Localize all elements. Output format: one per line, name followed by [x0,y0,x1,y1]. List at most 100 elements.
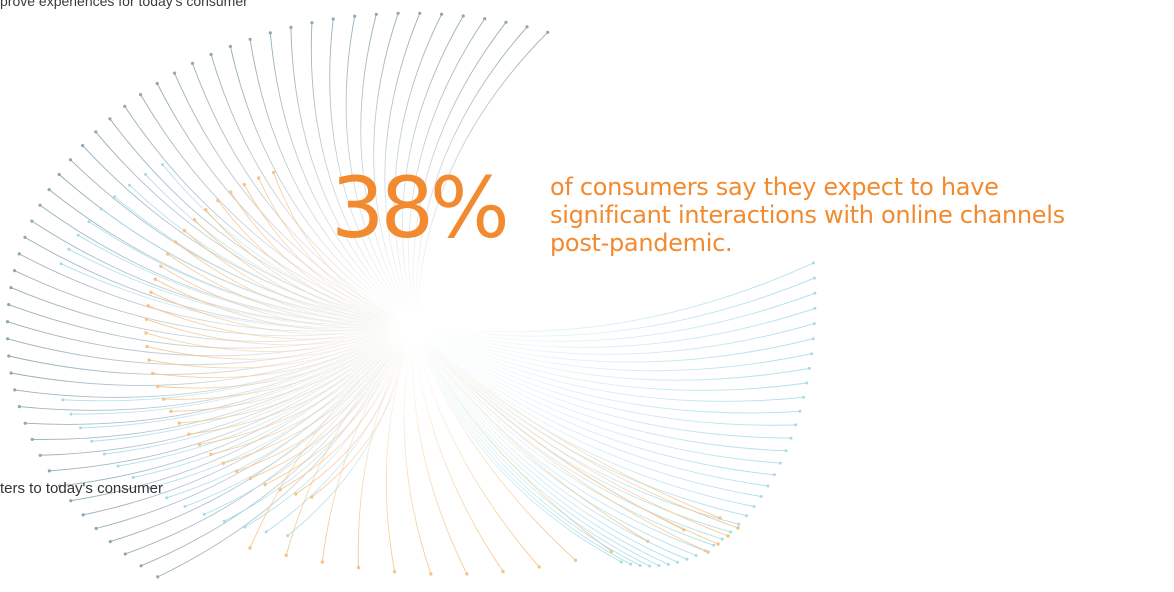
inner-orange-strand-dot [257,176,261,180]
inner-orange-strand-dot [242,182,246,187]
outer-strand-line [31,220,392,326]
inner-cyan-strand-dot [113,195,117,199]
inner-cyan-strand-line [149,337,398,489]
inner-orange-strand-line [194,219,400,325]
inner-orange-strand-line [175,241,399,327]
outer-strand-line [415,26,528,315]
outer-strand-line [109,118,396,320]
inner-cyan-strand-dot [165,496,169,500]
right-cyan-strand-dot [811,261,815,265]
bottom-orange-strand-line [403,342,432,575]
caption-top: prove experiences for today's consumer [0,0,248,9]
inner-orange-strand-line [145,329,397,352]
right-cyan-strand-line [429,331,810,381]
outer-strand-line [10,287,391,342]
inner-cyan-strand-dot [131,476,135,479]
outer-strand-line [8,304,391,349]
outer-strand-line [24,237,391,329]
inner-cyan-strand-line [287,340,405,536]
right-cyan-strand-dot [789,436,793,440]
inner-cyan-strand-line [60,263,393,330]
bottom-orange-strand-line [412,342,468,575]
inner-orange-strand-dot [271,170,276,175]
bottom-orange-strand-dot [320,560,324,564]
inner-cyan-strand-line [68,248,393,327]
outer-strand-line [373,13,410,315]
outer-strand-dot [38,203,42,207]
outer-strand-dot [228,44,232,49]
outer-strand-line [229,46,402,317]
bottom-orange-strand-dot [429,572,433,576]
bottom-orange-strand-dot [501,569,505,574]
inner-orange-strand-dot [177,421,181,425]
right-cyan-strand-line [429,330,812,372]
right-orange-strand-line [426,339,739,529]
inner-orange-strand-line [223,336,402,464]
outer-strand-dot [69,499,73,503]
outer-strand-line [7,321,391,357]
inner-orange-strand-line [311,338,406,498]
stat-description-line-3: post-pandemic. [550,229,733,257]
stat-description-line-1: of consumers say they expect to have [550,173,999,201]
outer-strand-line [25,334,392,425]
bottom-orange-strand-dot [537,565,541,569]
inner-cyan-strand-dot [202,512,206,516]
right-cyan-strand-line [430,277,815,337]
right-cyan-strand-line [428,335,792,439]
right-cyan-strand-dot [729,530,733,534]
inner-cyan-strand-line [166,338,399,499]
outer-strand-line [140,341,397,567]
outer-strand-dot [172,71,177,75]
outer-strand-line [249,39,403,316]
right-cyan-strand-dot [813,306,817,310]
bottom-orange-strand-line [385,341,410,572]
inner-orange-strand-line [146,330,397,360]
outer-strand-dot [123,104,127,108]
outer-strand-dot [156,575,160,579]
inner-orange-strand-dot [144,331,148,335]
right-orange-strand-dot [736,526,740,530]
right-cyan-strand-line [430,262,814,333]
right-orange-strand-dot [716,542,720,546]
inner-orange-strand-dot [145,344,149,349]
right-cyan-strand-dot [798,409,802,413]
inner-cyan-strand-line [204,338,401,515]
right-cyan-strand-line [420,341,631,565]
bottom-orange-strand-line [417,341,576,561]
bottom-orange-strand-line [249,340,403,549]
stat-value: 38% [331,159,510,257]
inner-cyan-strand-line [244,339,403,528]
outer-strand-dot [30,219,34,223]
inner-orange-strand-line [250,337,403,479]
outer-strand-dot [190,61,195,65]
outer-strand-dot [47,469,52,473]
outer-strand-dot [396,11,400,15]
right-cyan-strand-line [424,340,706,552]
stat-description-line-2: significant interactions with online cha… [550,201,1065,229]
inner-orange-strand-dot [144,317,149,321]
bottom-orange-strand-line [285,340,405,556]
right-orange-strand-line [425,339,729,537]
outer-strand-dot [331,17,335,21]
right-cyan-strand-dot [712,543,716,547]
inner-orange-strand-line [163,333,398,400]
inner-orange-strand-line [146,318,397,346]
inner-cyan-strand-dot [76,233,80,237]
outer-strand-dot [374,12,378,16]
right-cyan-strand-dot [745,514,749,518]
outer-strand-line [290,27,405,316]
right-cyan-strand-dot [766,484,770,488]
right-cyan-strand-dot [807,366,811,370]
inner-orange-strand-line [217,200,401,324]
outer-strand-dot [7,354,11,358]
inner-cyan-strand-line [104,335,395,455]
outer-strand-line [384,13,421,315]
inner-orange-strand-line [199,335,400,446]
inner-cyan-strand-line [80,334,394,429]
outer-strand-dot [9,371,13,375]
inner-orange-strand-line [184,230,399,326]
outer-strand-dot [23,421,27,425]
outer-strand-dot [108,540,112,544]
inner-orange-strand-line [149,331,398,369]
